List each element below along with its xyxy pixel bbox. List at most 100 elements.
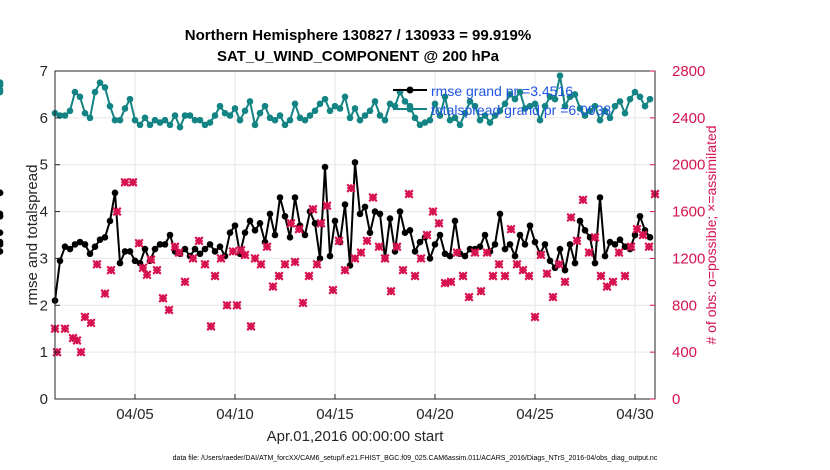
series-point-0	[116, 259, 124, 267]
series-point-1	[461, 109, 469, 117]
series-point-1	[556, 72, 564, 79]
y-tick-label: 3	[40, 250, 48, 267]
obs-marker	[308, 204, 318, 214]
series-point-0	[181, 245, 189, 253]
series-point-0	[351, 159, 359, 166]
series-point-0	[286, 234, 294, 241]
series-point-0	[511, 252, 519, 260]
y2-tick-label: 800	[672, 297, 697, 314]
series-point-1	[591, 102, 599, 110]
series-point-1	[501, 100, 509, 108]
series-line-0	[54, 161, 651, 301]
series-point-0	[121, 248, 129, 255]
y-tick-label: 7	[40, 63, 48, 80]
series-point-0	[266, 210, 274, 218]
obs-marker	[222, 300, 232, 310]
series-point-1	[251, 121, 259, 129]
series-point-1	[646, 95, 654, 103]
series-point-0	[316, 255, 324, 262]
axis-ticks: 0 1 2 3 4 5 6 7 04/05 04/10 04/15 04/20 04/25 04/30 0 4…	[40, 63, 706, 423]
obs-marker	[428, 206, 438, 217]
series-point-0	[66, 245, 74, 253]
series-point-0	[71, 241, 79, 248]
y2-axis-label: # of obs: o=possible; ×=assimilated	[703, 125, 719, 344]
series-point-1	[211, 112, 219, 119]
y2-tick-label: 1600	[672, 204, 705, 221]
series-point-1	[131, 116, 139, 124]
series-point-1	[321, 95, 329, 103]
series-point-0	[301, 231, 309, 239]
series-point-1	[561, 102, 569, 110]
series-point-0	[191, 245, 199, 253]
footer-data-file: data file: /Users/raeder/DAI/ATM_forcXX/…	[173, 455, 658, 462]
x-axis-label: Apr.01,2016 00:00:00 start	[267, 428, 445, 445]
series-point-0	[0, 189, 4, 197]
series-point-0	[406, 227, 414, 234]
obs-marker	[452, 247, 462, 258]
obs-marker	[416, 253, 426, 264]
series-point-0	[481, 231, 489, 239]
series-point-1	[546, 93, 554, 101]
series-point-1	[356, 116, 364, 124]
series-point-0	[86, 250, 94, 258]
obs-marker	[312, 259, 322, 269]
series-point-0	[226, 229, 234, 236]
obs-marker	[638, 230, 648, 240]
obs-marker	[164, 305, 174, 315]
series-point-1	[586, 107, 594, 115]
obs-marker	[578, 195, 588, 205]
series-point-1	[121, 105, 129, 112]
obs-marker	[334, 236, 344, 246]
series-point-1	[416, 121, 424, 129]
series-point-1	[196, 116, 204, 124]
x-tick-label: 04/30	[616, 406, 654, 423]
series-point-1	[106, 102, 114, 110]
series-point-1	[271, 116, 279, 124]
series-point-0	[331, 217, 339, 225]
series-point-1	[526, 102, 534, 110]
series-point-1	[401, 98, 409, 105]
series-point-0	[416, 238, 424, 246]
obs-marker	[500, 271, 510, 281]
series-point-0	[386, 215, 394, 222]
series-point-0	[256, 219, 264, 227]
series-point-1	[531, 100, 539, 108]
series-point-0	[371, 208, 379, 215]
obs-marker	[530, 312, 540, 322]
series-point-0	[91, 243, 99, 251]
series-point-1	[191, 116, 199, 124]
series-point-1	[306, 112, 314, 119]
series-point-0	[206, 241, 214, 248]
series-point-1	[116, 116, 124, 124]
series-point-1	[381, 116, 389, 124]
obs-marker	[216, 253, 226, 264]
y2-tick-label: 2800	[672, 63, 705, 80]
series-point-0	[576, 217, 584, 225]
series-point-1	[91, 88, 99, 96]
series-point-1	[606, 114, 614, 122]
series-point-0	[0, 229, 4, 236]
series-point-0	[356, 210, 364, 218]
obs-marker	[174, 247, 184, 258]
series-point-1	[346, 114, 354, 122]
obs-marker	[458, 271, 468, 281]
series-point-1	[291, 100, 299, 108]
chart-title-line1: Northern Hemisphere 130827 / 130933 = 99…	[185, 27, 531, 44]
obs-marker	[340, 265, 350, 275]
series-point-0	[366, 229, 374, 236]
series-point-0	[106, 217, 114, 225]
obs-marker	[60, 324, 70, 334]
plot-frame	[54, 70, 656, 400]
series-point-1	[81, 109, 89, 117]
series-point-1	[201, 121, 209, 129]
series-point-1	[141, 114, 149, 122]
series-point-0	[126, 248, 134, 255]
series-point-0	[246, 217, 254, 225]
series-point-1	[156, 119, 164, 126]
obs-marker	[138, 263, 148, 273]
series-point-0	[81, 241, 89, 248]
obs-marker	[536, 250, 546, 260]
series-point-0	[321, 163, 329, 171]
y-tick-label: 4	[40, 204, 48, 221]
